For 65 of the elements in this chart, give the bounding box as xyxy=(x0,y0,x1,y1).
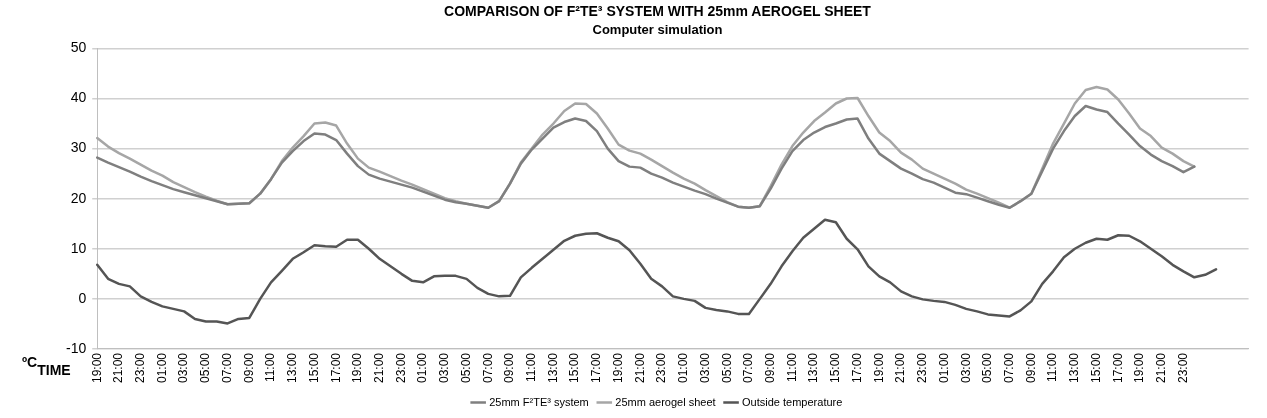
x-tick-label: 19:00 xyxy=(89,352,104,383)
x-tick-label: 17:00 xyxy=(328,352,343,383)
x-tick-label: 23:00 xyxy=(132,352,147,383)
x-tick-label: 01:00 xyxy=(676,352,691,383)
x-tick-label: 23:00 xyxy=(654,352,669,383)
x-tick-label: 19:00 xyxy=(871,352,886,383)
x-tick-label: 05:00 xyxy=(719,352,734,383)
x-tick-label: 21:00 xyxy=(893,352,908,383)
x-tick-label: 13:00 xyxy=(806,352,821,383)
y-tick-label: 20 xyxy=(70,189,87,206)
x-axis-title: TIME xyxy=(37,361,71,378)
x-tick-label: 23:00 xyxy=(915,352,930,383)
legend-label: 25mm aerogel sheet xyxy=(615,395,716,408)
y-tick-label: -10 xyxy=(66,339,87,356)
y-tick-label: 30 xyxy=(70,139,87,156)
x-tick-label: 11:00 xyxy=(524,352,539,383)
x-tick-label: 21:00 xyxy=(371,352,386,383)
x-tick-label: 17:00 xyxy=(1110,352,1125,383)
x-tick-label: 15:00 xyxy=(828,352,843,383)
x-tick-label: 15:00 xyxy=(567,352,582,383)
x-tick-label: 09:00 xyxy=(241,352,256,383)
x-tick-label: 11:00 xyxy=(263,352,278,383)
legend-label: 25mm F²TE³ system xyxy=(489,395,589,408)
x-tick-label: 07:00 xyxy=(1001,352,1016,383)
x-tick-label: 19:00 xyxy=(1132,352,1147,383)
x-tick-label: 11:00 xyxy=(1045,352,1060,383)
x-tick-label: 15:00 xyxy=(1088,352,1103,383)
x-tick-label: 13:00 xyxy=(1067,352,1082,383)
x-tick-label: 13:00 xyxy=(545,352,560,383)
x-tick-label: 05:00 xyxy=(458,352,473,383)
x-tick-label: 01:00 xyxy=(936,352,951,383)
y-axis-title: ºC xyxy=(22,353,38,370)
x-tick-label: 19:00 xyxy=(610,352,625,383)
chart-subtitle: Computer simulation xyxy=(592,22,723,38)
x-tick-label: 17:00 xyxy=(849,352,864,383)
x-tick-label: 23:00 xyxy=(1175,352,1190,383)
x-tick-label: 07:00 xyxy=(480,352,495,383)
x-tick-label: 23:00 xyxy=(393,352,408,383)
x-tick-label: 09:00 xyxy=(1023,352,1038,383)
y-tick-label: 40 xyxy=(70,89,87,106)
y-tick-label: 0 xyxy=(78,289,87,306)
x-tick-label: 15:00 xyxy=(306,352,321,383)
x-tick-label: 13:00 xyxy=(285,352,300,383)
y-tick-label: 50 xyxy=(70,39,87,56)
x-tick-label: 03:00 xyxy=(437,352,452,383)
x-tick-label: 07:00 xyxy=(219,352,234,383)
x-tick-label: 09:00 xyxy=(762,352,777,383)
x-tick-label: 21:00 xyxy=(111,352,126,383)
x-tick-label: 05:00 xyxy=(980,352,995,383)
x-tick-label: 19:00 xyxy=(350,352,365,383)
x-tick-label: 03:00 xyxy=(176,352,191,383)
x-tick-label: 07:00 xyxy=(741,352,756,383)
x-tick-label: 01:00 xyxy=(154,352,169,383)
y-tick-label: 10 xyxy=(70,239,87,256)
x-tick-label: 21:00 xyxy=(1154,352,1169,383)
x-tick-label: 11:00 xyxy=(784,352,799,383)
x-tick-label: 03:00 xyxy=(958,352,973,383)
x-tick-label: 21:00 xyxy=(632,352,647,383)
x-tick-label: 01:00 xyxy=(415,352,430,383)
x-tick-label: 17:00 xyxy=(589,352,604,383)
x-tick-label: 03:00 xyxy=(697,352,712,383)
x-tick-label: 05:00 xyxy=(198,352,213,383)
x-tick-label: 09:00 xyxy=(502,352,517,383)
legend-label: Outside temperature xyxy=(742,395,843,408)
chart-title: COMPARISON OF F²TE³ SYSTEM WITH 25mm AEROGEL SHEET xyxy=(444,3,872,20)
